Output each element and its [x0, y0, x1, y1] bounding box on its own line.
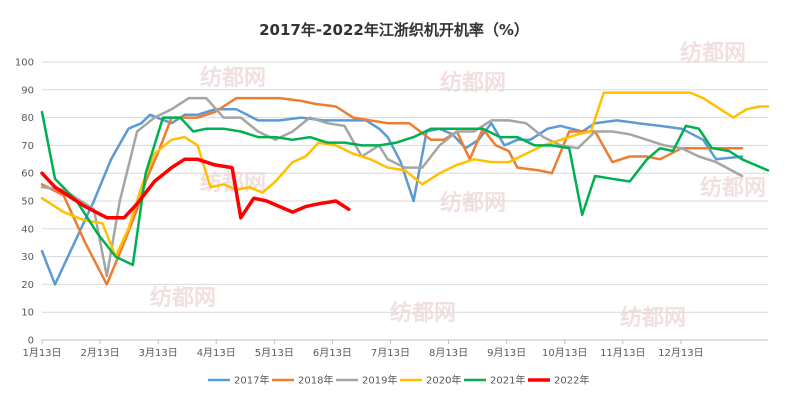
watermark-text: 纺都网	[150, 285, 216, 311]
x-tick-label: 2月13日	[81, 347, 120, 359]
x-tick-label: 12月13日	[658, 347, 703, 359]
x-tick-label: 11月13日	[600, 347, 645, 359]
y-tick-label: 60	[21, 169, 34, 180]
chart-title: 2017年-2022年江浙织机开机率（%）	[259, 21, 529, 39]
series-line-2017年	[40, 108, 744, 286]
y-tick-label: 100	[15, 58, 34, 69]
legend-label: 2019年	[362, 374, 397, 387]
x-tick-label: 5月13日	[255, 347, 294, 359]
series-line-2022年	[40, 157, 351, 220]
series-lines	[40, 91, 770, 286]
y-tick-label: 10	[21, 308, 34, 319]
watermark-text: 纺都网	[200, 65, 266, 91]
y-tick-label: 20	[21, 280, 34, 291]
y-tick-label: 40	[21, 224, 34, 235]
legend: 2017年 2018年 2019年 2020年 2021年 2022年	[208, 374, 589, 387]
x-tick-label: 1月13日	[22, 347, 61, 359]
watermark-text: 纺都网	[700, 175, 766, 201]
series-line-2019年	[40, 96, 744, 278]
watermark-text: 纺都网	[440, 190, 506, 216]
series-line-2018年	[40, 96, 744, 286]
x-tick-label: 4月13日	[197, 347, 236, 359]
watermark-text: 纺都网	[440, 70, 506, 96]
x-tick-label: 7月13日	[371, 347, 410, 359]
series-line-2021年	[40, 110, 770, 267]
y-tick-label: 90	[21, 85, 34, 96]
watermark-text: 纺都网	[390, 300, 456, 326]
y-tick-label: 0	[28, 336, 34, 347]
x-axis: 1月13日 2月13日 3月13日 4月13日 5月13日 6月13日 7月13日 8月13日…	[22, 340, 704, 359]
x-tick-label: 8月13日	[429, 347, 468, 359]
x-tick-label: 6月13日	[313, 347, 352, 359]
x-tick-label: 3月13日	[139, 347, 178, 359]
y-tick-label: 50	[21, 197, 34, 208]
legend-label: 2021年	[490, 374, 525, 387]
y-tick-label: 80	[21, 113, 34, 124]
x-tick-label: 9月13日	[487, 347, 526, 359]
x-tick-label: 10月13日	[542, 347, 587, 359]
legend-label: 2022年	[554, 374, 589, 387]
watermark-text: 纺都网	[620, 305, 686, 331]
legend-label: 2017年	[234, 374, 269, 387]
y-tick-label: 30	[21, 252, 34, 263]
legend-label: 2018年	[298, 374, 333, 387]
y-tick-label: 70	[21, 141, 34, 152]
y-axis-ticks: 0 10 20 30 40 50 60 70 80 90 100	[15, 58, 34, 347]
series-line-2020年	[40, 91, 770, 258]
legend-label: 2020年	[426, 374, 461, 387]
